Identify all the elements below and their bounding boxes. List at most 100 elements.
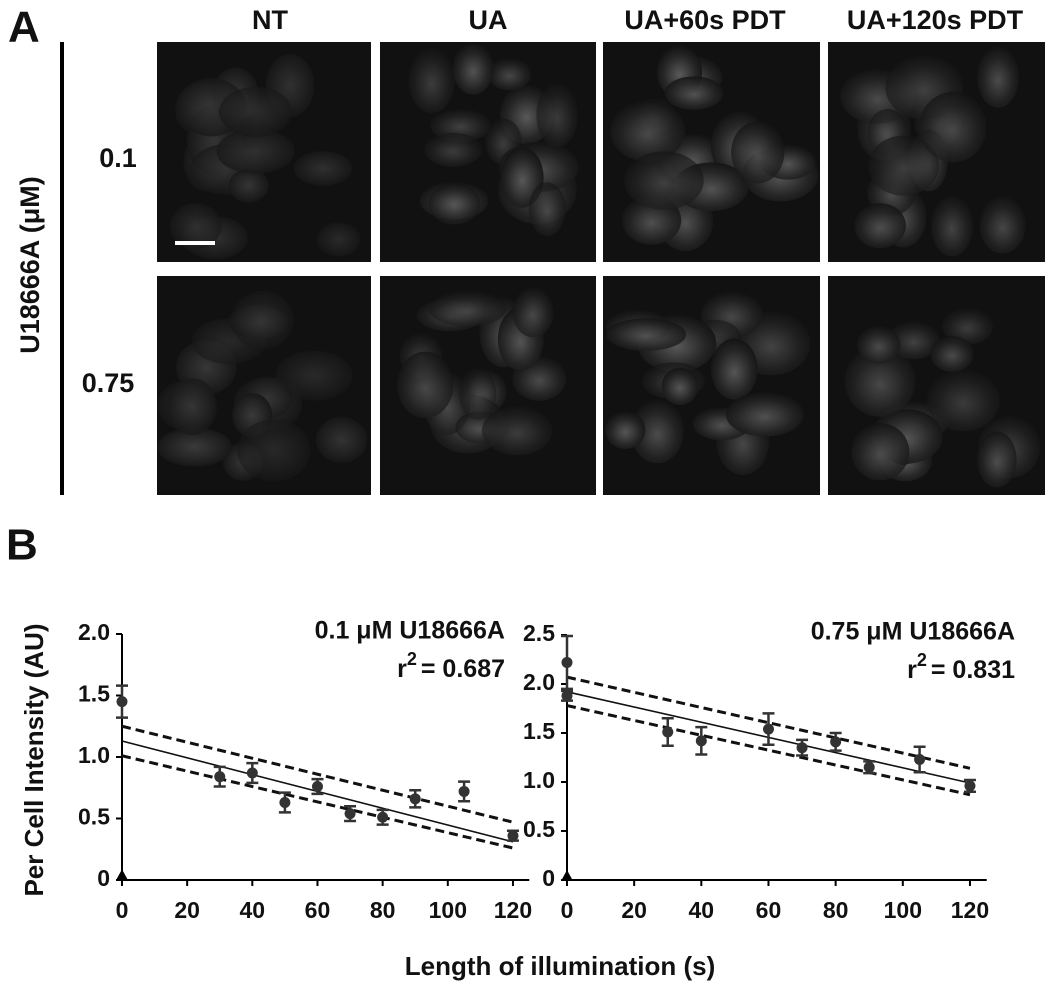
x-tick-label: 60: [305, 897, 331, 923]
cell: [624, 151, 704, 210]
point: [561, 690, 573, 702]
cell: [919, 91, 987, 163]
y-tick-label: 2.0: [523, 669, 555, 695]
cell: [228, 168, 269, 203]
cell: [428, 290, 507, 327]
x-tick-label: 40: [240, 897, 266, 923]
x-tick-label: 120: [951, 897, 989, 923]
cell: [487, 58, 532, 91]
point: [762, 723, 774, 735]
y-tick-label: 0.5: [78, 804, 110, 830]
x-tick-label: 80: [370, 897, 396, 923]
cell: [293, 150, 353, 187]
cell: [854, 203, 906, 249]
cell: [857, 325, 901, 364]
cell: [942, 308, 994, 345]
point: [507, 830, 519, 842]
x-tick-label: 20: [621, 897, 647, 923]
image-grid: [157, 42, 1045, 495]
cell: [424, 132, 482, 167]
point: [796, 742, 808, 754]
chart-title: 0.75 μM U18666A: [811, 618, 1015, 646]
cell: [428, 183, 481, 225]
cell: [844, 345, 916, 417]
cell: [216, 128, 295, 174]
cell: [710, 338, 758, 400]
y-tick-label: 0: [542, 865, 555, 891]
cell: [851, 423, 910, 481]
point: [116, 869, 128, 881]
y-tick-label: 1.0: [523, 767, 555, 793]
panel-label: B: [6, 521, 38, 570]
cell: [397, 351, 454, 419]
point: [830, 736, 842, 748]
point: [458, 785, 470, 797]
cell: [237, 419, 311, 482]
cell: [315, 417, 368, 463]
cell: [605, 411, 646, 449]
point: [214, 771, 226, 783]
cell: [931, 195, 973, 257]
y-tick-label: 1.0: [78, 742, 110, 768]
row-label: 0.75: [82, 368, 135, 398]
cell: [664, 76, 724, 110]
cell: [316, 222, 361, 257]
panel-label: A: [8, 3, 40, 52]
cell: [868, 135, 940, 196]
cell: [481, 406, 553, 456]
annotation-part: = 0.687: [421, 655, 505, 683]
y-tick-label: 2.5: [523, 620, 555, 646]
point: [344, 808, 356, 820]
cell: [157, 427, 232, 467]
column-header: UA+60s PDT: [624, 5, 786, 35]
cell: [927, 369, 1000, 432]
row-axis-label: U18666A (μM): [15, 176, 45, 354]
x-tick-label: 0: [561, 897, 574, 923]
cell: [977, 46, 1019, 108]
x-tick-label: 120: [494, 897, 532, 923]
cell: [979, 196, 1026, 254]
cell: [169, 203, 222, 250]
cell: [459, 367, 497, 420]
cell: [528, 182, 566, 236]
fit-line: [121, 754, 514, 850]
cell: [512, 287, 554, 338]
annotation-part: 2: [407, 649, 417, 669]
cell: [231, 290, 294, 350]
fit-line: [566, 675, 971, 770]
y-tick-label: 2.0: [78, 619, 110, 645]
fit-line: [121, 724, 514, 824]
cell: [452, 43, 494, 95]
point: [863, 761, 875, 773]
annotation-part: 2: [917, 650, 927, 670]
chart-title: 0.1 μM U18666A: [315, 617, 505, 645]
cell: [630, 399, 684, 464]
x-tick-label: 60: [756, 897, 782, 923]
cell: [731, 121, 785, 184]
row-label: 0.1: [99, 143, 137, 173]
point: [561, 870, 573, 882]
annotation-part: r: [907, 656, 917, 684]
point: [964, 780, 976, 792]
y-tick-label: 0.5: [523, 816, 555, 842]
column-header: NT: [252, 5, 288, 35]
y-tick-label: 1.5: [523, 718, 555, 744]
cell: [218, 86, 292, 137]
point: [311, 781, 323, 793]
annotation-part: r: [397, 655, 407, 683]
point: [377, 811, 389, 823]
x-tick-label: 40: [689, 897, 715, 923]
point: [561, 656, 573, 668]
cell: [977, 431, 1017, 488]
cell: [610, 100, 686, 162]
column-header: UA: [469, 5, 508, 35]
x-tick-label: 0: [116, 897, 129, 923]
point: [116, 696, 128, 708]
annotation-part: = 0.831: [931, 656, 1015, 684]
x-tick-label: 20: [174, 897, 200, 923]
y-tick-label: 0: [97, 865, 110, 891]
r-squared: r2 = 0.687: [397, 649, 505, 683]
x-axis-label: Length of illumination (s): [405, 951, 716, 981]
